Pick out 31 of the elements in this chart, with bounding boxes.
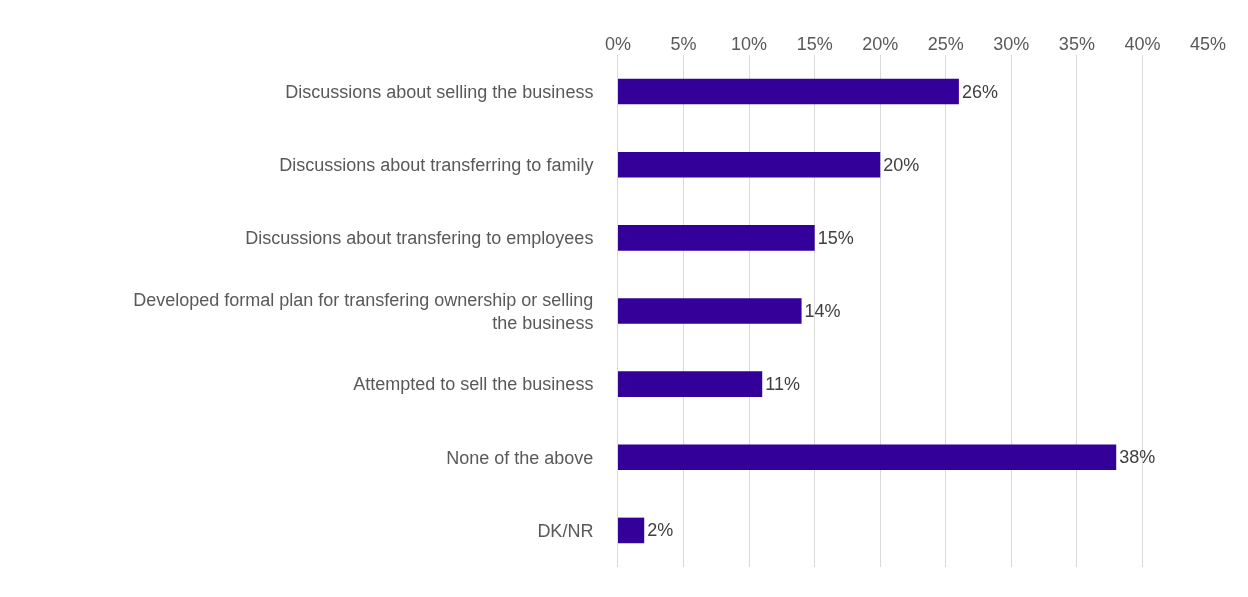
x-tick-label: 10% — [731, 34, 768, 55]
data-label: 20% — [883, 154, 920, 175]
bar — [618, 78, 959, 105]
bar — [618, 298, 802, 324]
x-tick-label: 0% — [604, 34, 632, 55]
x-tick-label: 20% — [862, 34, 899, 55]
y-tick-label: Developed formal plan for transfering ownership or selling the business — [133, 289, 594, 333]
y-tick-label: Attempted to sell the business — [353, 374, 594, 395]
bar — [618, 151, 881, 178]
bar — [618, 517, 645, 544]
data-label: 2% — [647, 520, 674, 541]
bar — [618, 371, 763, 397]
x-tick-label: 25% — [927, 34, 964, 55]
data-label: 38% — [1119, 447, 1156, 468]
y-tick-label: None of the above — [446, 447, 594, 468]
data-label: 15% — [817, 227, 854, 248]
y-tick-label: Discussions about transferring to family — [279, 155, 594, 176]
data-label: 11% — [765, 374, 800, 395]
bar — [618, 444, 1117, 471]
y-tick-label: Discussions about transfering to employees — [245, 228, 594, 249]
x-tick-label: 5% — [670, 34, 697, 55]
y-tick-label: Discussions about selling the business — [285, 81, 594, 102]
data-label: 26% — [961, 81, 998, 102]
x-tick-label: 30% — [993, 34, 1030, 55]
data-label: 14% — [804, 301, 841, 321]
x-tick-label: 45% — [1189, 34, 1227, 55]
bar — [618, 225, 815, 251]
x-tick-label: 40% — [1124, 34, 1161, 55]
x-tick-label: 35% — [1058, 34, 1095, 55]
y-tick-label: DK/NR — [537, 520, 594, 541]
x-tick-label: 15% — [796, 34, 833, 55]
